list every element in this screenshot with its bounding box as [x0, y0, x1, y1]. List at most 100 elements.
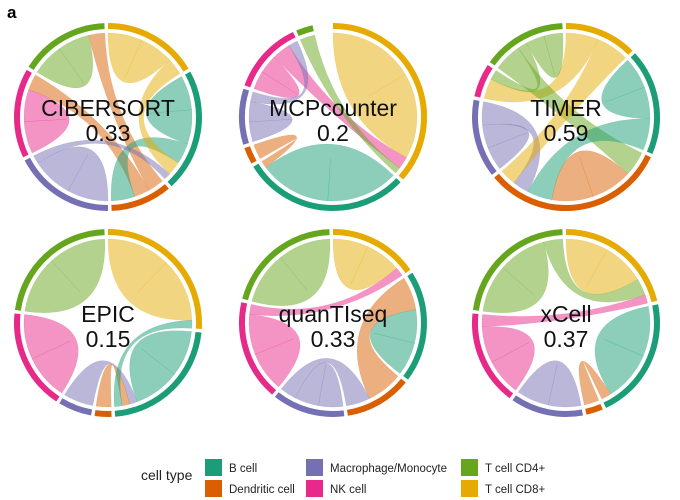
method-label: CIBERSORT [41, 95, 175, 121]
sector-t-cell-cd4 [472, 229, 563, 311]
method-label: TIMER [530, 95, 602, 121]
score-label: 0.15 [86, 326, 131, 352]
method-label: quanTIseq [279, 301, 388, 327]
chord-link-macrophage-monocyte-to-macrophage-monocyte [482, 123, 530, 170]
legend-item-dendritic-cell: Dendritic cell [205, 480, 295, 497]
sector-macrophage-monocyte [59, 398, 93, 416]
chord-link-b-cell-to-t-cell-cd8 [113, 319, 193, 408]
sector-macrophage-monocyte [512, 395, 583, 417]
chord-link-t-cell-cd4-to-t-cell-cd4 [525, 32, 564, 78]
sector-dendritic-cell [111, 184, 169, 211]
score-label: 0.33 [311, 326, 356, 352]
chord-link-macrophage-monocyte-to-b-cell [33, 139, 171, 180]
sector-b-cell [603, 304, 660, 409]
chord-link-nk-cell-to-t-cell-cd8 [481, 294, 648, 328]
chord-link-macrophage-monocyte-to-macrophage-monocyte [37, 146, 109, 202]
sector-nk-cell [472, 313, 514, 399]
sector-t-cell-cd8 [565, 229, 658, 303]
chord-link-b-cell-to-b-cell [146, 76, 193, 145]
chord-sectors [472, 23, 660, 211]
sector-dendritic-cell [244, 146, 257, 164]
sector-t-cell-cd8 [332, 229, 411, 274]
chord-link-b-cell-to-b-cell [594, 305, 651, 395]
sector-t-cell-cd4 [296, 25, 314, 37]
sector-nk-cell [474, 65, 493, 98]
chord-links [248, 32, 418, 202]
score-label: 0.59 [544, 120, 589, 146]
chord-link-macrophage-monocyte-to-dendritic-cell [481, 101, 541, 193]
chord-link-t-cell-cd4-to-t-cell-cd4 [482, 241, 549, 313]
chord-link-t-cell-cd4-to-t-cell-cd4 [24, 238, 106, 313]
legend-title: cell type [141, 467, 193, 483]
chord-link-t-cell-cd4-to-t-cell-cd8 [543, 238, 646, 303]
method-label: EPIC [81, 301, 135, 327]
legend-item-nk-cell: NK cell [306, 480, 366, 497]
sector-b-cell [253, 163, 401, 211]
sector-dendritic-cell [585, 403, 603, 415]
sector-dendritic-cell [494, 154, 651, 211]
sector-t-cell-cd8 [107, 229, 202, 329]
legend-label: B cell [229, 463, 257, 475]
chord-link-t-cell-cd8-to-t-cell-cd8 [107, 32, 170, 84]
sector-t-cell-cd8 [332, 23, 427, 180]
chord-sectors [472, 229, 660, 417]
sector-t-cell-cd4 [14, 229, 105, 311]
chord-link-b-cell-to-dendritic-cell [527, 118, 651, 201]
legend-label: T cell CD8+ [485, 484, 545, 496]
sector-dendritic-cell [346, 378, 406, 416]
chord-link-b-cell-to-b-cell [265, 143, 394, 202]
sector-t-cell-cd4 [489, 23, 563, 66]
chord-link-macrophage-monocyte-to-dendritic-cell [280, 358, 370, 407]
chord-links [481, 32, 651, 202]
legend-item-t-cell-cd4: T cell CD4+ [461, 459, 545, 476]
chord-link-b-cell-to-b-cell [601, 59, 651, 120]
chord-sectors [239, 23, 427, 211]
chord-sectors [239, 229, 427, 417]
sector-nk-cell [14, 313, 60, 402]
sector-t-cell-cd8 [107, 23, 189, 72]
legend-swatch [205, 459, 222, 476]
sector-b-cell [403, 272, 427, 380]
chord-link-nk-cell-to-t-cell-cd8 [249, 267, 403, 317]
chord-link-macrophage-monocyte-to-macrophage-monocyte [517, 360, 582, 408]
chord-link-nk-cell-to-nk-cell [253, 56, 300, 99]
sector-t-cell-cd8 [565, 23, 633, 55]
chord-sectors [14, 229, 202, 417]
sector-macrophage-monocyte [274, 392, 345, 417]
sector-b-cell [630, 53, 660, 154]
chord-link-t-cell-cd8-to-b-cell [138, 59, 181, 175]
chord-link-t-cell-cd4-to-t-cell-cd4 [251, 238, 331, 306]
chord-link-dendritic-cell-to-b-cell [253, 134, 297, 168]
chord-link-nk-cell-to-nk-cell [23, 89, 70, 154]
legend-swatch [306, 480, 323, 497]
legend-swatch [461, 459, 478, 476]
legend-item-b-cell: B cell [205, 459, 257, 476]
panel-letter: a [7, 3, 17, 22]
legend-item-t-cell-cd8: T cell CD8+ [461, 480, 545, 497]
chord-link-t-cell-cd4-to-t-cell-cd8 [299, 34, 400, 174]
legend-label: Dendritic cell [229, 484, 295, 496]
score-label: 0.33 [86, 120, 131, 146]
chord-links [23, 32, 193, 202]
sector-dendritic-cell [94, 410, 112, 417]
chord-links [248, 238, 418, 408]
chord-panels: CIBERSORT0.33MCPcounter0.2TIMER0.59EPIC0… [14, 23, 660, 417]
sector-nk-cell [244, 31, 296, 88]
legend: cell type B cell Dendritic cell Macrophage… [141, 459, 545, 497]
sector-macrophage-monocyte [239, 88, 250, 145]
chord-link-t-cell-cd8-to-t-cell-cd8 [565, 238, 639, 295]
chord-link-t-cell-cd8-to-t-cell-cd8 [332, 238, 398, 291]
sector-b-cell [114, 331, 202, 417]
sector-b-cell [167, 71, 202, 187]
chord-links [481, 238, 651, 408]
method-label: MCPcounter [269, 95, 397, 121]
method-label: xCell [540, 301, 591, 327]
sector-macrophage-monocyte [24, 157, 109, 211]
sector-macrophage-monocyte [472, 99, 497, 175]
legend-label: NK cell [330, 484, 366, 496]
